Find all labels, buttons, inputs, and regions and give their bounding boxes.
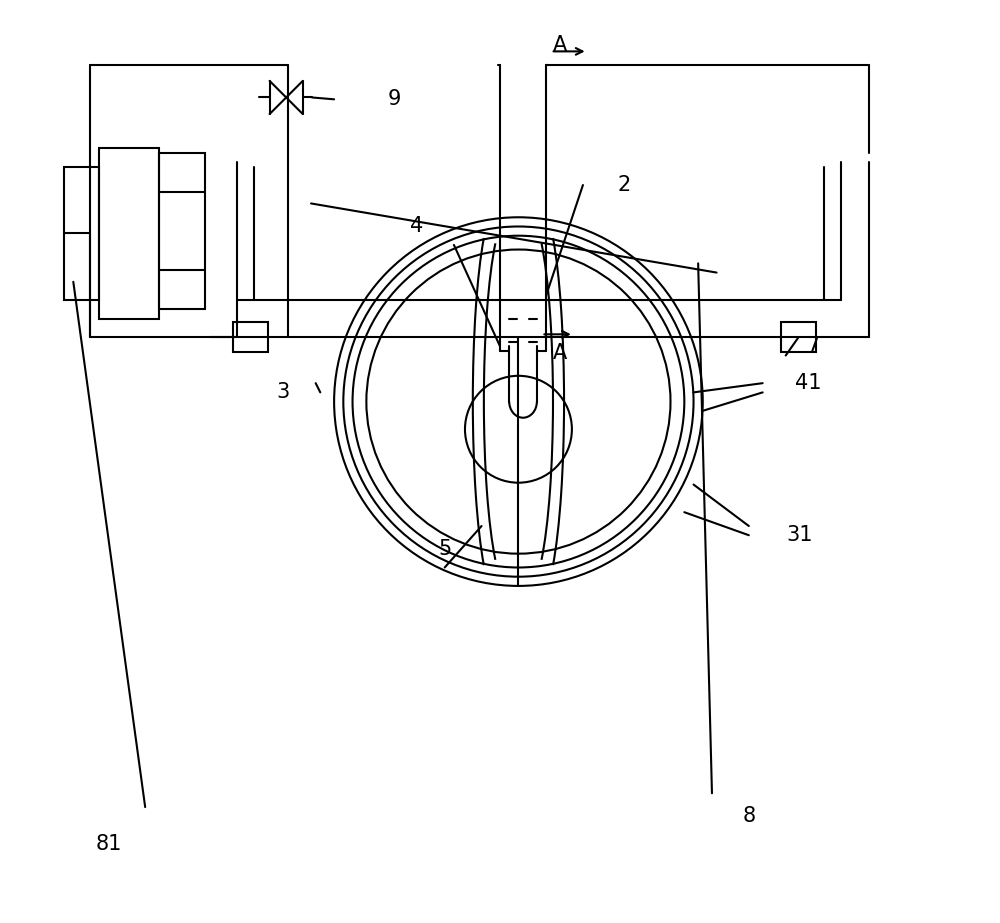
Text: 4: 4 xyxy=(410,217,424,236)
Text: 41: 41 xyxy=(795,373,822,393)
Text: 31: 31 xyxy=(786,525,813,545)
Bar xyxy=(99,149,159,318)
Text: 9: 9 xyxy=(387,90,401,109)
Text: 7: 7 xyxy=(807,336,820,356)
Text: 2: 2 xyxy=(618,175,631,195)
Bar xyxy=(64,166,99,300)
Text: 8: 8 xyxy=(742,807,755,826)
Text: A: A xyxy=(553,342,567,363)
Text: 5: 5 xyxy=(438,539,451,559)
Text: 3: 3 xyxy=(277,382,290,402)
Text: A: A xyxy=(553,35,567,55)
Bar xyxy=(781,322,816,353)
Bar xyxy=(233,322,268,353)
Bar xyxy=(159,153,205,309)
Text: 81: 81 xyxy=(95,834,122,854)
